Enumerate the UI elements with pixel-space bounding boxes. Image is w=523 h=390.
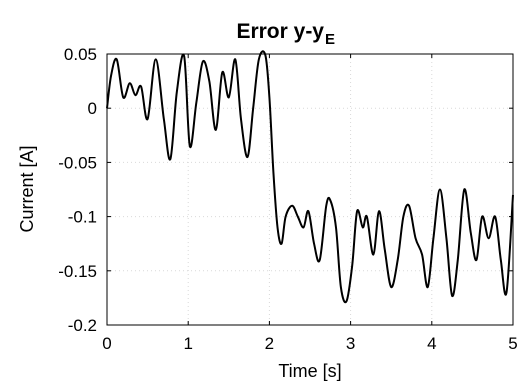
series-line-error: [106, 50, 514, 304]
grid-lines: [107, 54, 513, 325]
x-axis-label: Time [s]: [278, 361, 341, 381]
chart-title: Error y-y: [236, 20, 324, 43]
x-tick-label: 2: [265, 334, 274, 353]
y-tick-label: 0.05: [64, 45, 97, 64]
axis-ticks: 0 1 2 3 4 5 0.05 0 -0.05 -0.1 -0.15 -0.2: [58, 45, 517, 353]
y-tick-label: -0.15: [58, 262, 97, 281]
y-tick-label: -0.05: [58, 153, 97, 172]
y-tick-label: -0.2: [68, 316, 97, 335]
y-axis-label: Current [A]: [17, 145, 37, 232]
x-tick-label: 0: [102, 334, 111, 353]
x-tick-label: 5: [508, 334, 517, 353]
x-tick-label: 4: [427, 334, 436, 353]
x-tick-label: 1: [183, 334, 192, 353]
chart-title-subscript: E: [325, 31, 335, 48]
plot-frame: [106, 53, 514, 326]
y-tick-label: -0.1: [68, 208, 97, 227]
x-tick-label: 3: [346, 334, 355, 353]
y-tick-label: 0: [88, 99, 97, 118]
